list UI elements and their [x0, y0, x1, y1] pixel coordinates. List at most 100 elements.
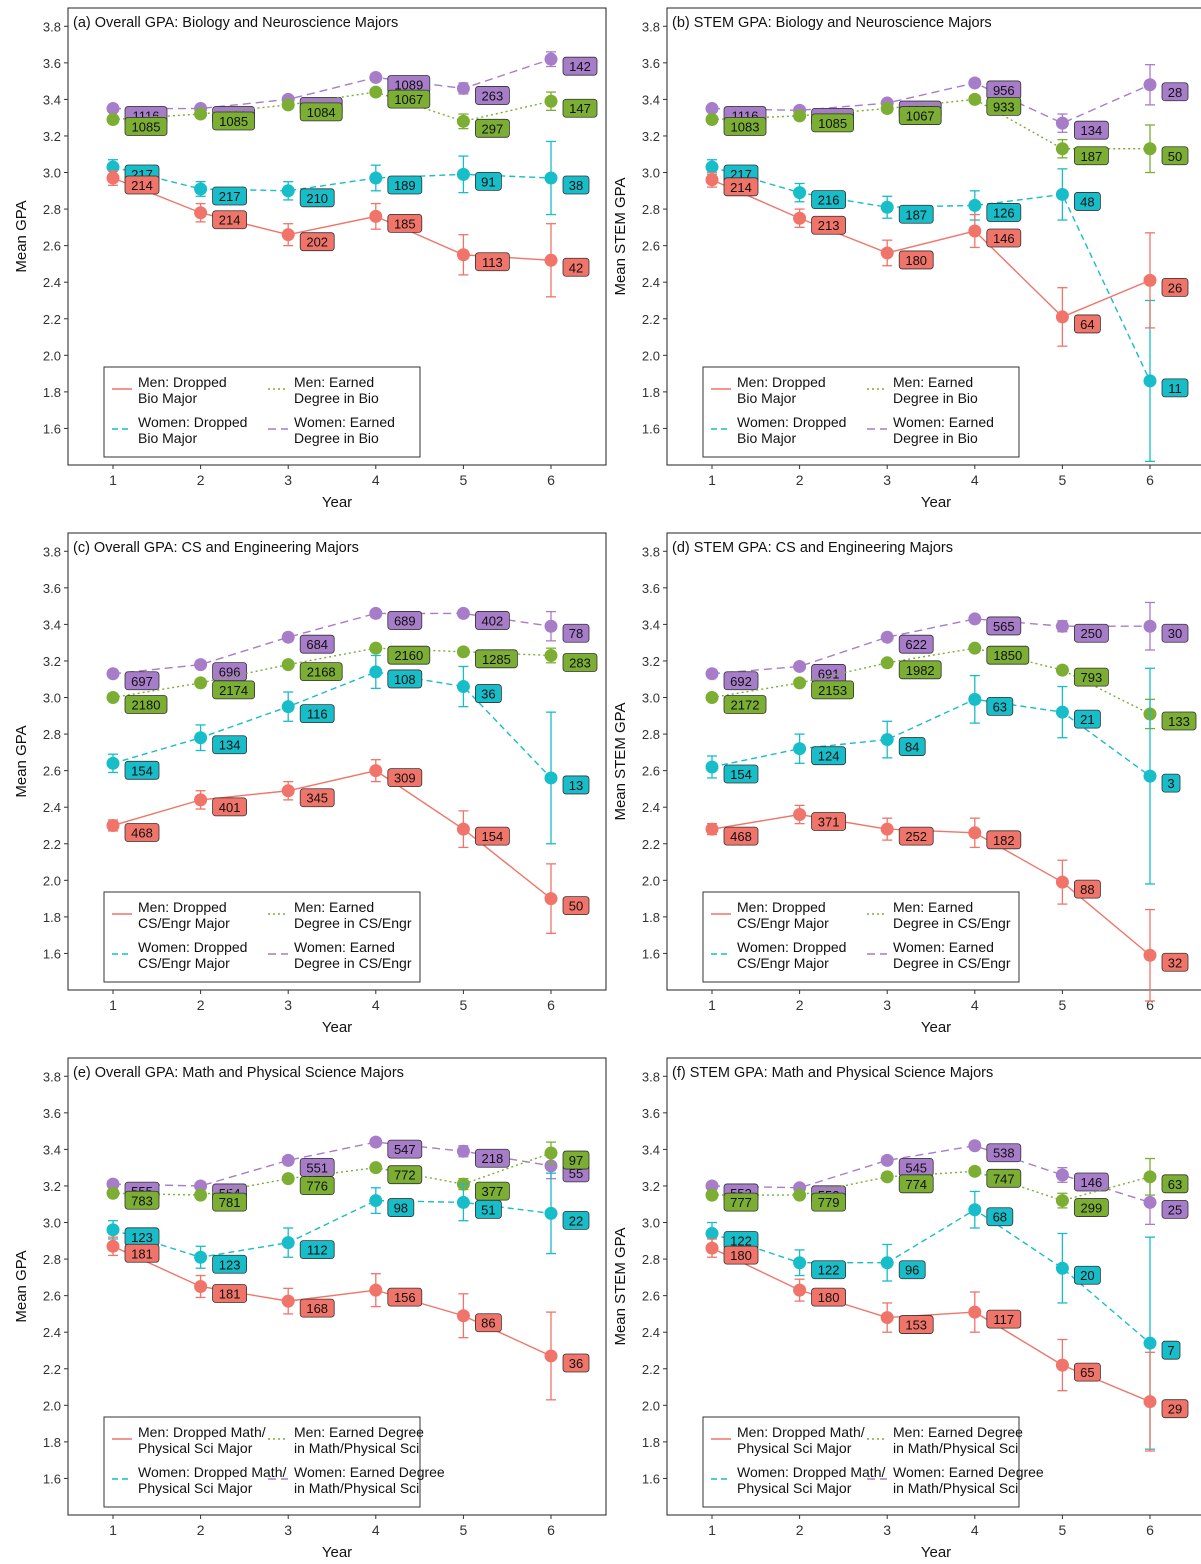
count-label-box — [299, 1240, 335, 1260]
count-label: 36 — [569, 1356, 583, 1371]
count-label: 147 — [569, 101, 591, 116]
data-point-men_earned — [1055, 1194, 1069, 1208]
series-line-women_earned — [711, 618, 1150, 675]
count-label-box — [212, 210, 248, 230]
count-label-box — [1074, 1198, 1109, 1217]
y-tick-label: 2.4 — [642, 275, 660, 290]
count-label-box — [474, 611, 510, 630]
count-label-box — [898, 1174, 934, 1194]
count-label-box — [986, 97, 1022, 116]
count-label: 96 — [905, 1263, 919, 1278]
x-tick-label: 6 — [1146, 1522, 1154, 1538]
legend-label-line: in Math/Physical Sci — [294, 1480, 419, 1496]
series-line-men_earned — [712, 1170, 1151, 1202]
y-tick-label: 3.0 — [43, 166, 61, 181]
legend-label-line: in Math/Physical Sci — [893, 1480, 1018, 1496]
count-label-box — [124, 1190, 160, 1210]
count-label-box — [1074, 1172, 1109, 1192]
data-point-men_earned — [456, 645, 470, 659]
count-label-box — [898, 826, 934, 846]
x-tick-label: 2 — [796, 1522, 804, 1538]
x-tick-label: 5 — [460, 1522, 468, 1538]
count-label-box — [986, 1168, 1022, 1188]
legend-label: Women: Dropped Math/Physical Sci Major — [737, 1464, 885, 1496]
y-tick-label: 2.4 — [642, 1325, 660, 1340]
legend-label-line: Men: Earned Degree — [893, 1424, 1023, 1440]
data-point-men_dropped — [1143, 1395, 1157, 1409]
data-point-men_dropped — [281, 1294, 295, 1308]
count-label-box — [212, 735, 248, 755]
count-label: 622 — [905, 637, 927, 652]
panel-title: (e) Overall GPA: Math and Physical Scien… — [73, 1065, 404, 1081]
count-label: 55 — [569, 1166, 583, 1181]
count-label-box — [986, 1207, 1014, 1227]
count-label: 933 — [993, 99, 1015, 114]
legend-label-line: Men: Earned — [893, 899, 973, 915]
legend-label: Men: Dropped CS/Engr Major — [737, 899, 829, 931]
data-point-men_earned — [106, 1186, 120, 1200]
y-tick-label: 3.4 — [43, 92, 61, 107]
y-tick-label: 2.6 — [642, 764, 660, 779]
count-label: 1850 — [993, 648, 1022, 663]
count-label: 402 — [482, 613, 504, 628]
count-label: 1084 — [307, 105, 336, 120]
count-label: 1085 — [132, 120, 161, 135]
data-point-women_dropped — [1055, 1261, 1069, 1275]
data-point-men_earned — [281, 98, 295, 112]
y-tick-label: 3.6 — [43, 56, 61, 71]
y-tick-label: 3.2 — [642, 129, 660, 144]
data-point-men_dropped — [1055, 310, 1069, 324]
data-point-women_dropped — [880, 1256, 894, 1270]
y-tick-label: 3.2 — [43, 129, 61, 144]
legend-label: Women: Dropped Bio Major — [737, 414, 846, 446]
count-label: 2180 — [132, 698, 161, 713]
data-point-men_earned — [880, 1170, 894, 1184]
y-tick-label: 1.8 — [642, 910, 660, 925]
x-tick-label: 3 — [284, 472, 292, 488]
count-label: 401 — [219, 800, 241, 815]
x-tick-label: 6 — [547, 997, 555, 1013]
count-label-box — [474, 1200, 502, 1219]
data-point-men_earned — [1055, 142, 1069, 156]
count-label-box — [124, 1243, 160, 1263]
count-label: 63 — [1168, 1177, 1182, 1192]
legend-label-line: Women: Earned — [893, 939, 994, 955]
count-label: 956 — [993, 83, 1015, 98]
y-tick-label: 3.8 — [43, 19, 61, 34]
count-label: 297 — [482, 121, 504, 136]
data-point-men_dropped — [456, 248, 470, 262]
count-label-box — [986, 645, 1030, 665]
count-label-box — [387, 1139, 423, 1159]
count-label-box — [299, 232, 335, 252]
count-label: 371 — [818, 815, 840, 830]
count-label-box — [212, 111, 256, 131]
y-tick-label: 2.6 — [43, 239, 61, 254]
count-label: 88 — [1080, 882, 1094, 897]
data-point-women_earned — [1055, 1168, 1069, 1182]
x-tick-label: 3 — [284, 1522, 292, 1538]
legend-label: Women: Dropped CS/Engr Major — [737, 939, 846, 971]
data-point-women_dropped — [793, 186, 807, 200]
data-point-women_earned — [793, 659, 807, 673]
legend-box — [103, 891, 421, 983]
legend-label-line: Degree in CS/Engr — [294, 955, 412, 971]
count-label: 551 — [306, 1160, 328, 1175]
legend-label-line: Bio Major — [138, 430, 197, 446]
y-tick-label: 2.4 — [43, 800, 61, 815]
x-tick-label: 2 — [796, 997, 804, 1013]
data-point-men_dropped — [194, 1280, 208, 1293]
legend-label-line: CS/Engr Major — [737, 955, 829, 971]
count-label: 48 — [1080, 194, 1094, 209]
x-tick-label: 4 — [971, 1522, 979, 1538]
x-tick-label: 5 — [1059, 1522, 1067, 1538]
count-label-box — [986, 1143, 1022, 1163]
y-tick-label: 1.8 — [43, 910, 61, 925]
count-label-box — [387, 1198, 415, 1217]
count-label-box — [811, 1287, 846, 1307]
y-tick-label: 2.0 — [642, 1398, 660, 1413]
count-label-box — [299, 188, 335, 208]
legend-label: Men: Earned Degree in Math/Physical Sci — [294, 1424, 424, 1456]
data-point-men_earned — [793, 1188, 807, 1202]
count-label: 781 — [219, 1195, 241, 1210]
count-label-box — [723, 671, 759, 691]
